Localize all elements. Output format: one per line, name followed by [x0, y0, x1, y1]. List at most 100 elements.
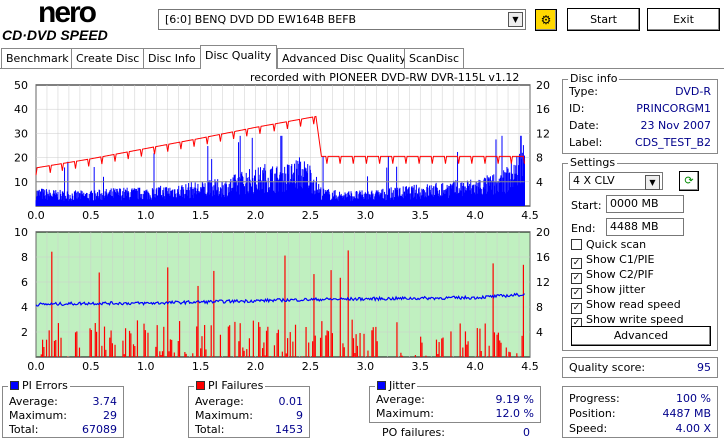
end-label: End:	[571, 222, 596, 235]
drive-select[interactable]: [6:0] BENQ DVD DD EW164B BEFB ▼	[158, 9, 526, 30]
y-tick-label: 10	[14, 176, 28, 189]
stat-value: 3.74	[92, 395, 118, 408]
x-tick-label: 4.0	[466, 209, 484, 222]
stat-label: Position:	[569, 407, 616, 420]
x-tick-label: 0.5	[82, 360, 100, 373]
y-tick-label: 20	[14, 152, 28, 165]
checkbox-label: Show C2/PIF	[586, 268, 654, 281]
y2-tick-label: 20	[536, 226, 550, 239]
read-speed-line	[35, 115, 526, 176]
y-tick-label: 30	[14, 127, 28, 140]
progress-box: Progress: 100 % Position: 4487 MB Speed: 4.00…	[562, 386, 718, 438]
stat-row: Average: 9.19 %	[376, 393, 534, 407]
stat-value: DVD-R	[675, 85, 711, 98]
speed-select[interactable]: 4 X CLV ▼	[569, 172, 663, 190]
tab-disc-quality[interactable]: Disc Quality	[200, 45, 277, 69]
start-input[interactable]: 0000 MB	[606, 195, 684, 213]
pi-failures-color-icon	[196, 381, 205, 390]
x-tick-label: 3.0	[357, 360, 375, 373]
pi-errors-title: PI Errors	[22, 379, 68, 392]
checkbox[interactable]: ✓	[571, 273, 582, 284]
po-failures-label: PO failures:	[382, 426, 445, 439]
y2-tick-label: 12	[536, 127, 550, 140]
checkbox-row[interactable]: ✓ Show read speed	[571, 298, 681, 314]
stat-value: PRINCORGM1	[636, 102, 711, 115]
chevron-down-icon[interactable]: ▼	[508, 12, 523, 27]
checkbox[interactable]: ✓	[571, 288, 582, 299]
x-tick-label: 4.5	[521, 360, 539, 373]
stat-row: Date: 23 Nov 2007	[569, 119, 711, 133]
jitter-title: Jitter	[389, 379, 416, 392]
checkbox-label: Quick scan	[586, 238, 647, 251]
checkbox-label: Show jitter	[586, 283, 646, 296]
stat-label: Maximum:	[9, 409, 67, 422]
stat-row: Average: 0.01	[195, 395, 303, 409]
x-tick-label: 2.0	[247, 209, 265, 222]
pi-failures-group: PI Failures Average: 0.01 Maximum: 9 Total: 14…	[188, 379, 310, 438]
stat-value: 67089	[82, 423, 117, 436]
stat-label: Average:	[195, 395, 244, 408]
y-tick-label: 10	[14, 226, 28, 239]
stat-row: Maximum: 29	[9, 409, 117, 423]
x-tick-label: 2.0	[247, 360, 265, 373]
stat-value: 4487 MB	[662, 407, 711, 420]
y-tick-label: 6	[21, 276, 28, 289]
y2-tick-label: 4	[536, 326, 543, 339]
stat-value: 23 Nov 2007	[640, 119, 711, 132]
stat-label: Type:	[569, 85, 598, 98]
checkbox[interactable]: ✓	[571, 258, 582, 269]
tab-benchmark[interactable]: Benchmark	[1, 48, 74, 68]
stat-value: 1453	[275, 423, 303, 436]
checkbox[interactable]: ✓	[571, 303, 582, 314]
y-tick-label: 50	[14, 79, 28, 92]
stat-label: Speed:	[569, 422, 608, 435]
chevron-down-icon[interactable]: ▼	[645, 175, 660, 190]
x-tick-label: 2.5	[302, 209, 320, 222]
stat-value: 12.0 %	[495, 407, 534, 420]
end-input[interactable]: 4488 MB	[606, 218, 684, 236]
y-tick-label: 2	[21, 326, 28, 339]
checkbox-row[interactable]: ✓ Show C2/PIF	[571, 268, 654, 284]
x-tick-label: 1.0	[137, 209, 155, 222]
y-tick-label: 8	[21, 251, 28, 264]
stat-value: 9.19 %	[495, 393, 534, 406]
advanced-button[interactable]: Advanced	[571, 326, 711, 346]
x-tick-label: 2.5	[302, 360, 320, 373]
stat-value: 100 %	[676, 392, 711, 405]
tab-create-disc[interactable]: Create Disc	[71, 48, 145, 68]
checkbox-row[interactable]: ✓ Show jitter	[571, 283, 645, 299]
x-tick-label: 1.5	[192, 209, 210, 222]
y2-tick-label: 8	[536, 152, 543, 165]
checkbox-row[interactable]: ✓ Show C1/PIE	[571, 253, 654, 269]
checkbox[interactable]	[571, 239, 582, 250]
cd-dvd-speed-logo: CD·DVD SPEED	[2, 27, 108, 43]
stat-row: Average: 3.74	[9, 395, 117, 409]
start-button[interactable]: Start	[567, 8, 640, 31]
stat-row: Total: 67089	[9, 423, 117, 437]
disc-info-title: Disc info	[568, 72, 620, 85]
stat-row: Maximum: 9	[195, 409, 303, 423]
po-failures-value: 0	[523, 426, 530, 439]
refresh-drive-icon[interactable]: ⚙	[535, 9, 557, 31]
chart-title: recorded with PIONEER DVD-RW DVR-115L v1…	[250, 71, 520, 84]
stat-row: Label: CDS_TEST_B2	[569, 136, 711, 150]
tab-scandisc[interactable]: ScanDisc	[404, 48, 465, 68]
tab-disc-info[interactable]: Disc Info	[143, 48, 201, 68]
y-tick-label: 40	[14, 103, 28, 116]
quality-score-label: Quality score:	[569, 361, 646, 374]
x-tick-label: 3.5	[411, 209, 429, 222]
tab-divider	[0, 68, 724, 69]
po-failures: PO failures: 0	[382, 426, 530, 439]
tab-advanced-disc-quality[interactable]: Advanced Disc Quality	[277, 48, 411, 68]
stat-label: Average:	[9, 395, 58, 408]
settings-title: Settings	[568, 156, 618, 169]
checkbox-row[interactable]: Quick scan	[571, 238, 646, 251]
x-tick-label: 0.0	[27, 360, 45, 373]
checkbox-row[interactable]: ✓ Show write speed	[571, 313, 684, 329]
exit-button[interactable]: Exit	[647, 8, 720, 31]
x-tick-label: 1.5	[192, 360, 210, 373]
y2-tick-label: 16	[536, 103, 550, 116]
refresh-speed-icon[interactable]: ⟳	[679, 171, 699, 191]
drive-value: [6:0] BENQ DVD DD EW164B BEFB	[165, 13, 357, 26]
stat-label: Maximum:	[195, 409, 253, 422]
